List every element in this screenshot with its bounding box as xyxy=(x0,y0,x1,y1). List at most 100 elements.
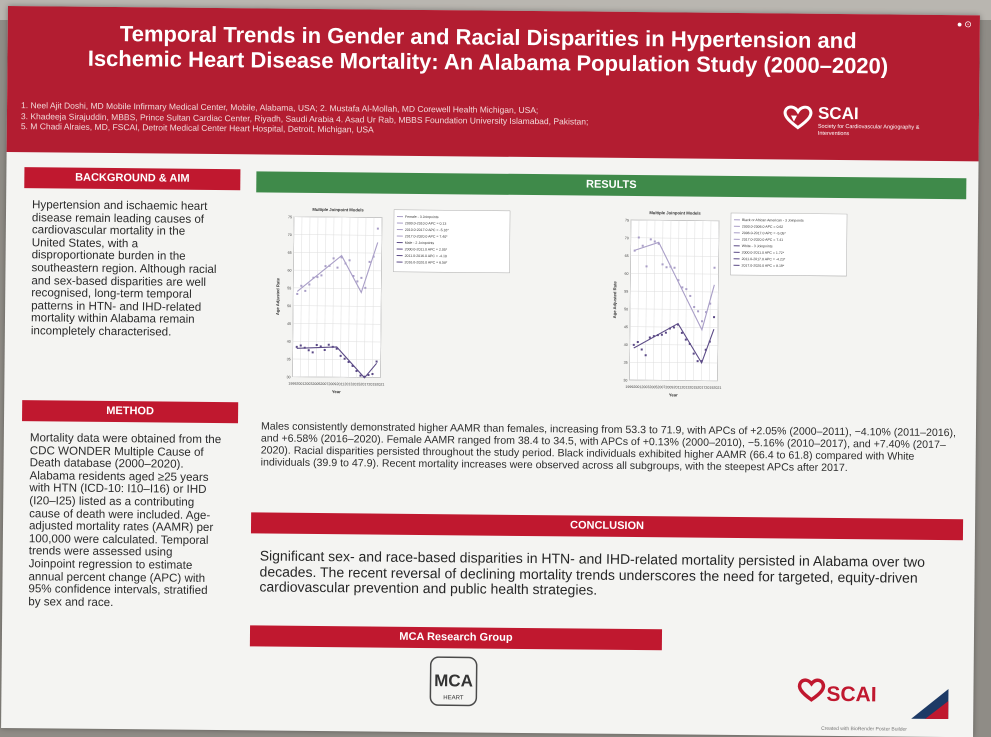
y-tick-label: 40 xyxy=(287,340,291,344)
data-point xyxy=(689,295,691,297)
data-point xyxy=(360,277,362,279)
x-tick-label: 2009 xyxy=(665,385,673,389)
data-point xyxy=(658,243,660,245)
heart-icon xyxy=(782,105,814,129)
data-point xyxy=(345,262,347,264)
data-point xyxy=(371,373,373,375)
results-heading: RESULTS xyxy=(256,171,966,199)
chart-title: Multiple Joinpoint Models xyxy=(312,207,364,212)
data-point xyxy=(653,335,655,337)
background-heading: BACKGROUND & AIM xyxy=(24,167,240,190)
data-point xyxy=(685,288,687,290)
y-tick-label: 60 xyxy=(287,269,291,273)
scai-logo-subtitle: Society for Cardiovascular Angiography &… xyxy=(818,124,928,138)
y-tick-label: 55 xyxy=(287,286,291,290)
data-point xyxy=(685,339,687,341)
legend-entry: 2010.0-2017.0 APC = -5.16* xyxy=(405,228,450,232)
legend-entry: Black or African American - 3 Joinpoints xyxy=(742,218,804,223)
legend-entry: 2011.0-2016.0 APC = -4.10 xyxy=(405,254,447,258)
y-tick-label: 75 xyxy=(625,218,629,222)
data-point xyxy=(641,349,643,351)
footer-credit: Created with BioRender Poster Builder xyxy=(821,726,907,733)
data-point xyxy=(352,275,354,277)
data-point xyxy=(356,370,358,372)
data-point xyxy=(673,326,675,328)
data-point xyxy=(344,358,346,360)
data-point xyxy=(713,316,715,318)
legend-entry: 2000.0-2011.0 APC = 2.05* xyxy=(405,247,448,251)
data-point xyxy=(677,279,679,281)
y-tick-label: 75 xyxy=(288,215,292,219)
data-point xyxy=(341,256,343,258)
data-point xyxy=(328,344,330,346)
y-tick-label: 40 xyxy=(624,343,628,347)
y-tick-label: 45 xyxy=(624,325,628,329)
mca-logo-sub: HEART xyxy=(443,695,464,701)
y-tick-label: 35 xyxy=(624,361,628,365)
data-point xyxy=(336,267,338,269)
conclusion-heading: CONCLUSION xyxy=(251,512,963,540)
conclusion-text: Significant sex- and race-based disparit… xyxy=(259,548,959,601)
y-tick-label: 60 xyxy=(624,272,628,276)
legend-entry: Male - 2 Joinpoints xyxy=(405,241,435,245)
x-tick-label: 2013 xyxy=(344,382,352,386)
data-point xyxy=(670,266,672,268)
y-axis-label: Age Adjusted Rate xyxy=(612,281,617,319)
background-text: Hypertension and ischaemic heart disease… xyxy=(31,199,220,339)
legend-entry: 2017.0-2020.0 APC = 8.19* xyxy=(742,264,785,268)
data-point xyxy=(300,345,302,347)
data-point xyxy=(359,375,361,377)
data-point xyxy=(677,324,679,326)
data-point xyxy=(373,256,375,258)
legend-entry: 2006.0-2017.0 APC = -5.05* xyxy=(742,231,787,235)
legend-entry: 2011.0-2017.0 APC = -4.23* xyxy=(742,257,786,261)
data-point xyxy=(333,257,335,259)
poster: Temporal Trends in Gender and Racial Dis… xyxy=(1,6,980,737)
method-heading: METHOD xyxy=(22,400,238,423)
data-point xyxy=(657,334,659,336)
data-point xyxy=(669,327,671,329)
data-point xyxy=(666,266,668,268)
data-point xyxy=(377,228,379,230)
x-tick-label: 2011 xyxy=(673,385,681,389)
scai-footer-mark: SCAI xyxy=(793,670,953,722)
data-point xyxy=(312,351,314,353)
x-tick-label: 2017 xyxy=(360,382,368,386)
y-tick-label: 30 xyxy=(286,375,290,379)
x-tick-label: 2015 xyxy=(352,382,360,386)
x-tick-label: 2017 xyxy=(697,386,705,390)
data-point xyxy=(701,360,703,362)
legend-entry: 2000.0-2010.0 APC = 0.13 xyxy=(405,221,446,225)
data-point xyxy=(662,263,664,265)
data-point xyxy=(376,361,378,363)
x-tick-label: 2011 xyxy=(336,382,344,386)
x-tick-label: 1999 xyxy=(288,382,296,386)
data-point xyxy=(693,306,695,308)
x-tick-label: 2021 xyxy=(376,383,384,387)
data-point xyxy=(654,241,656,243)
data-point xyxy=(638,236,640,238)
data-point xyxy=(705,311,707,313)
data-point xyxy=(332,346,334,348)
data-point xyxy=(689,343,691,345)
data-point xyxy=(369,261,371,263)
legend-entry: White - 3 Joinpoints xyxy=(742,244,773,248)
y-tick-label: 35 xyxy=(287,357,291,361)
data-point xyxy=(316,276,318,278)
legend-entry: 2016.0-2020.0 APC = 6.58* xyxy=(405,260,448,264)
method-text: Mortality data were obtained from the CD… xyxy=(28,432,222,610)
data-point xyxy=(637,341,639,343)
data-point xyxy=(709,303,711,305)
data-point xyxy=(633,344,635,346)
x-tick-label: 2015 xyxy=(689,386,697,390)
data-point xyxy=(300,285,302,287)
mca-logo-letters: MCA xyxy=(434,671,473,690)
results-text: Males consistently demonstrated higher A… xyxy=(261,420,961,475)
x-tick-label: 2021 xyxy=(713,386,721,390)
data-point xyxy=(363,376,365,378)
data-point xyxy=(320,345,322,347)
x-tick-label: 1999 xyxy=(625,385,633,389)
y-tick-label: 65 xyxy=(288,251,292,255)
data-point xyxy=(352,365,354,367)
